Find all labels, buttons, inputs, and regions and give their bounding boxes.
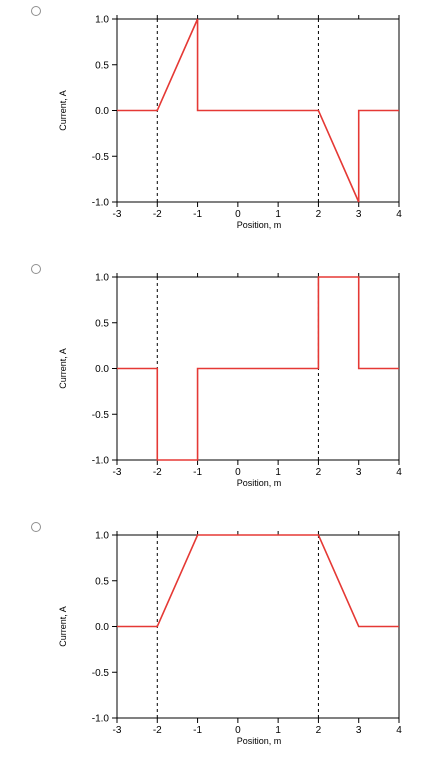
x-tick-label: 0 (235, 725, 241, 736)
x-tick-label: 3 (356, 209, 362, 220)
y-tick-label: -0.5 (92, 410, 110, 421)
y-tick-label: -0.5 (92, 668, 110, 679)
y-axis-title: Current, A (58, 90, 68, 131)
x-tick-label: -3 (113, 467, 122, 478)
x-tick-label: 3 (356, 467, 362, 478)
current-vs-position-chart-1: -3 -2 -1 0 1 2 3 4 1.0 0.5 0.0 -0.5 -1.0 Position, m C… (58, 15, 402, 231)
x-tick-label: 2 (316, 725, 322, 736)
x-tick-label: 1 (275, 467, 281, 478)
y-axis-title: Current, A (58, 606, 68, 647)
y-tick-label: 1.0 (95, 15, 109, 26)
radio-button-choice-1[interactable] (31, 6, 41, 16)
y-tick-label: 0.0 (95, 364, 109, 375)
y-tick-label: 1.0 (95, 531, 109, 542)
y-tick-label: 0.5 (95, 318, 109, 329)
y-tick-label: -0.5 (92, 152, 110, 163)
current-vs-position-chart-2: -3 -2 -1 0 1 2 3 4 1.0 0.5 0.0 -0.5 -1.0 Position, m C… (58, 273, 402, 489)
x-axis-title: Position, m (237, 220, 282, 230)
y-tick-label: 0.5 (95, 60, 109, 71)
x-tick-label: 4 (396, 467, 402, 478)
y-tick-label: -1.0 (92, 456, 110, 467)
x-tick-label: -3 (113, 209, 122, 220)
y-tick-label: -1.0 (92, 714, 110, 725)
current-series-line (117, 18, 399, 203)
y-tick-label: 1.0 (95, 273, 109, 284)
x-tick-label: 1 (275, 725, 281, 736)
current-series-line (117, 276, 399, 461)
x-tick-label: 0 (235, 209, 241, 220)
x-tick-label: 3 (356, 725, 362, 736)
x-tick-label: -3 (113, 725, 122, 736)
radio-button-choice-2[interactable] (31, 264, 41, 274)
y-tick-label: 0.5 (95, 576, 109, 587)
current-vs-position-chart-3: -3 -2 -1 0 1 2 3 4 1.0 0.5 0.0 -0.5 -1.0 Position, m C… (58, 531, 402, 747)
y-tick-label: 0.0 (95, 106, 109, 117)
y-tick-label: -1.0 (92, 198, 110, 209)
answer-choice-2[interactable]: -3 -2 -1 0 1 2 3 4 1.0 0.5 0.0 -0.5 -1.0 Position, m C… (0, 258, 423, 516)
x-tick-label: -2 (153, 209, 162, 220)
x-tick-label: -1 (193, 209, 202, 220)
x-tick-label: 1 (275, 209, 281, 220)
answer-choice-3[interactable]: -3 -2 -1 0 1 2 3 4 1.0 0.5 0.0 -0.5 -1.0 Position, m C… (0, 516, 423, 774)
x-tick-label: -1 (193, 725, 202, 736)
x-tick-label: -2 (153, 467, 162, 478)
y-tick-label: 0.0 (95, 622, 109, 633)
radio-button-choice-3[interactable] (31, 522, 41, 532)
answer-choice-1[interactable]: -3 -2 -1 0 1 2 3 4 1.0 0.5 0.0 -0.5 -1.0 Position, m C… (0, 0, 423, 258)
x-axis-title: Position, m (237, 736, 282, 746)
y-axis-title: Current, A (58, 348, 68, 389)
plot-frame (116, 534, 400, 719)
x-tick-label: -2 (153, 725, 162, 736)
x-tick-label: 4 (396, 209, 402, 220)
x-tick-label: 0 (235, 467, 241, 478)
x-tick-label: 4 (396, 725, 402, 736)
x-axis-title: Position, m (237, 478, 282, 488)
current-series-line (117, 534, 399, 628)
x-tick-label: 2 (316, 209, 322, 220)
x-tick-label: 2 (316, 467, 322, 478)
x-tick-label: -1 (193, 467, 202, 478)
